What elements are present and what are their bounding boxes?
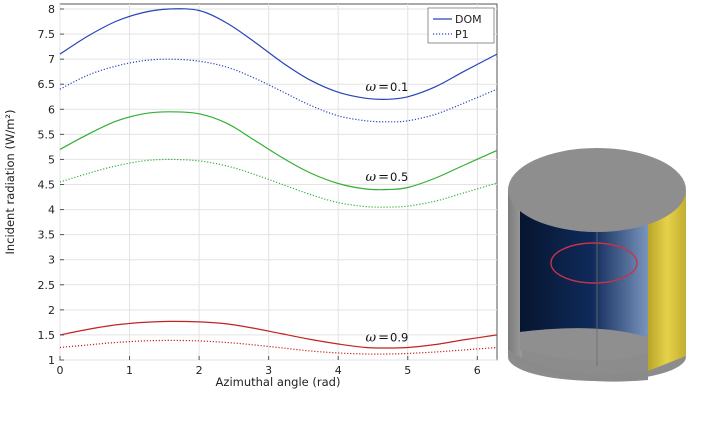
curve-annotation: ω =0.9 — [365, 330, 408, 345]
x-tick-label: 5 — [404, 364, 411, 377]
legend-label-dom: DOM — [455, 13, 482, 26]
y-tick-label: 6.5 — [38, 78, 56, 91]
y-tick-label: 4.5 — [38, 179, 56, 192]
cylinder-render — [508, 148, 686, 382]
y-tick-label: 2.5 — [38, 279, 56, 292]
y-tick-label: 3 — [48, 254, 55, 267]
y-tick-label: 1 — [48, 354, 55, 367]
cylinder-front-skin — [508, 350, 648, 382]
x-tick-label: 6 — [474, 364, 481, 377]
series-line-solid-omega-0-5 — [59, 111, 498, 191]
x-tick-label: 2 — [196, 364, 203, 377]
x-tick-label: 4 — [335, 364, 342, 377]
cylinder-top-cap — [508, 148, 686, 232]
y-tick-label: 7 — [48, 53, 55, 66]
annotation-relation: = — [378, 80, 389, 95]
annotation-symbol: ω — [365, 170, 376, 185]
x-tick-label: 1 — [126, 364, 133, 377]
y-axis-label: Incident radiation (W/m²) — [3, 109, 17, 254]
y-tick-label: 4 — [48, 204, 55, 217]
y-tick-label: 3.5 — [38, 229, 56, 242]
cylinder-right-strip — [648, 190, 686, 371]
series-line-dotted-omega-0-1 — [59, 58, 498, 123]
y-axis: 1 1.5 2 2.5 3 3.5 4 4.5 5 5.5 6 6.5 7 7.5 8 — [38, 3, 64, 367]
curve-annotation: ω =0.5 — [365, 170, 408, 185]
grid — [59, 4, 497, 361]
cylinder-left-side — [508, 190, 522, 360]
annotation-value: 0.9 — [390, 330, 408, 344]
y-tick-label: 2 — [48, 304, 55, 317]
series-line-dotted-omega-0-9 — [59, 339, 498, 355]
annotation-symbol: ω — [365, 330, 376, 345]
cylinder-interior-floor — [520, 328, 650, 361]
y-tick-label: 6 — [48, 103, 55, 116]
series-line-dotted-omega-0-5 — [59, 158, 498, 208]
x-axis: 0 1 2 3 4 5 6 — [57, 356, 481, 377]
y-tick-label: 7.5 — [38, 28, 56, 41]
x-tick-label: 0 — [57, 364, 64, 377]
annotation-value: 0.5 — [390, 170, 408, 184]
y-tick-label: 5 — [48, 153, 55, 166]
y-tick-label: 1.5 — [38, 329, 56, 342]
x-tick-label: 3 — [265, 364, 272, 377]
legend: DOM P1 — [427, 7, 495, 44]
series-line-solid-omega-0-1 — [59, 8, 498, 100]
plot-area — [59, 3, 498, 361]
legend-box — [427, 7, 495, 44]
cylinder-ring — [550, 242, 638, 284]
series-line-solid-omega-0-9 — [59, 320, 498, 349]
series-layer — [59, 8, 498, 355]
annotation-symbol: ω — [365, 80, 376, 95]
y-tick-label: 8 — [48, 3, 55, 16]
curve-annotations: ω =0.1ω =0.5ω =0.9 — [365, 80, 408, 345]
curve-annotation: ω =0.1 — [365, 80, 408, 95]
y-tick-label: 5.5 — [38, 128, 56, 141]
legend-label-p1: P1 — [455, 28, 469, 41]
x-axis-label: Azimuthal angle (rad) — [216, 375, 341, 389]
annotation-relation: = — [378, 330, 389, 345]
annotation-value: 0.1 — [390, 80, 408, 94]
annotation-relation: = — [378, 170, 389, 185]
